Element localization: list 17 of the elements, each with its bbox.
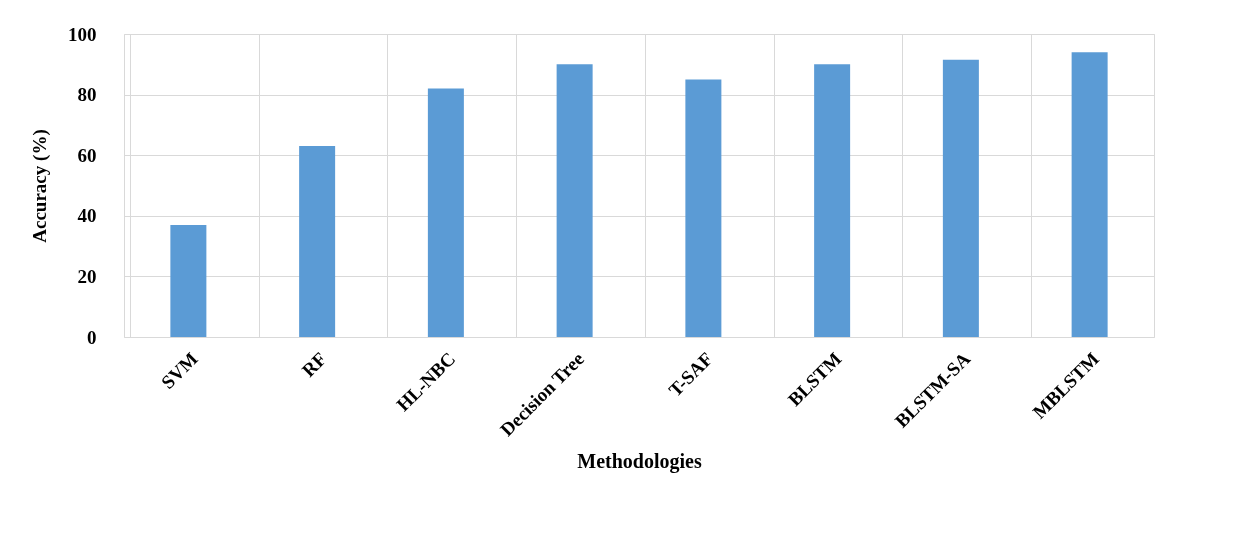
y-axis-title: Accuracy (%): [29, 129, 51, 243]
bar: [427, 88, 464, 337]
y-tick-label: 20: [77, 265, 97, 287]
x-axis-title: Methodologies: [577, 450, 702, 474]
y-tick-label: 40: [77, 205, 97, 227]
y-tick-label: 60: [77, 144, 97, 166]
bar: [814, 64, 851, 337]
bar: [685, 79, 722, 337]
bar: [556, 64, 593, 337]
bar: [1071, 52, 1108, 337]
bar: [299, 146, 336, 337]
y-tick-label: 0: [87, 326, 97, 348]
y-tick-label: 100: [68, 23, 97, 45]
bar: [942, 59, 979, 337]
y-tick-label: 80: [77, 84, 97, 106]
bar: [170, 224, 207, 337]
x-tick-label: RF: [297, 348, 331, 381]
